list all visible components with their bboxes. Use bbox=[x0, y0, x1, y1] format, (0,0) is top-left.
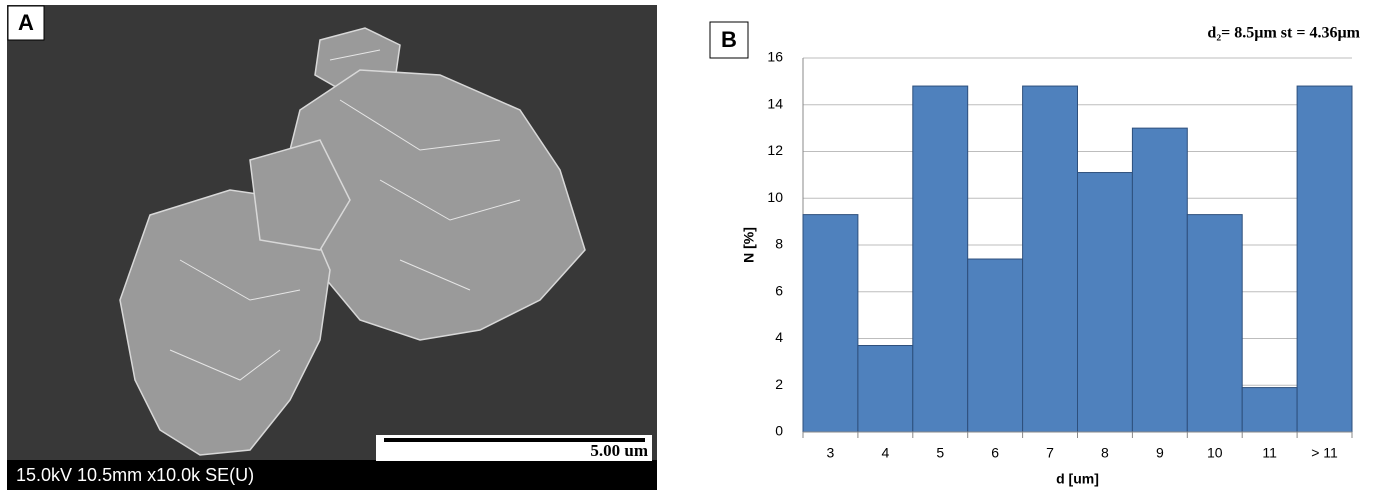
y-tick-label: 12 bbox=[767, 142, 783, 158]
sem-image: 15.0kV 10.5mm x10.0k SE(U) 5.00 um A bbox=[7, 5, 657, 490]
x-tick-label: 9 bbox=[1156, 445, 1164, 461]
panel-label-box bbox=[709, 21, 749, 59]
bar bbox=[857, 345, 914, 433]
x-tick-label: > 11 bbox=[1311, 445, 1338, 461]
x-tick-label: 5 bbox=[936, 445, 944, 461]
bar bbox=[1186, 214, 1243, 433]
x-tick-label: 8 bbox=[1101, 445, 1109, 461]
y-tick-label: 0 bbox=[775, 423, 783, 439]
panel-label: A bbox=[18, 10, 34, 35]
y-tick-label: 16 bbox=[767, 49, 783, 65]
info-bar bbox=[7, 460, 657, 490]
bar bbox=[802, 214, 859, 433]
panel-label: B bbox=[721, 27, 737, 52]
bar bbox=[1296, 85, 1353, 433]
annotation: d₂= 8.5µm st = 4.36µm bbox=[1207, 25, 1360, 42]
x-tick-label: 3 bbox=[827, 445, 835, 461]
x-tick-label: 10 bbox=[1207, 445, 1223, 461]
scale-text: 5.00 um bbox=[590, 441, 648, 460]
y-tick-label: 14 bbox=[767, 95, 783, 111]
bar bbox=[967, 258, 1024, 433]
panel-label-box bbox=[7, 5, 45, 41]
y-tick-label: 8 bbox=[775, 236, 783, 252]
info-text: 15.0kV 10.5mm x10.0k SE(U) bbox=[16, 465, 254, 485]
bar bbox=[1131, 127, 1188, 433]
bar bbox=[912, 85, 969, 433]
bar bbox=[1022, 85, 1078, 433]
x-tick-label: 6 bbox=[991, 445, 999, 461]
particle-edges bbox=[169, 49, 521, 381]
bar bbox=[1241, 387, 1298, 433]
x-tick-label: 11 bbox=[1262, 445, 1277, 461]
particle bbox=[119, 27, 586, 456]
y-tick-label: 6 bbox=[775, 282, 783, 298]
y-tick-label: 10 bbox=[767, 189, 783, 205]
x-axis-label: d [um] bbox=[1056, 471, 1099, 487]
y-axis-label: N [%] bbox=[741, 227, 757, 263]
y-tick-label: 2 bbox=[775, 376, 783, 392]
y-tick-label: 4 bbox=[775, 329, 783, 345]
x-tick-label: 4 bbox=[881, 445, 889, 461]
x-tick-label: 7 bbox=[1046, 445, 1054, 461]
bar bbox=[1077, 172, 1133, 433]
